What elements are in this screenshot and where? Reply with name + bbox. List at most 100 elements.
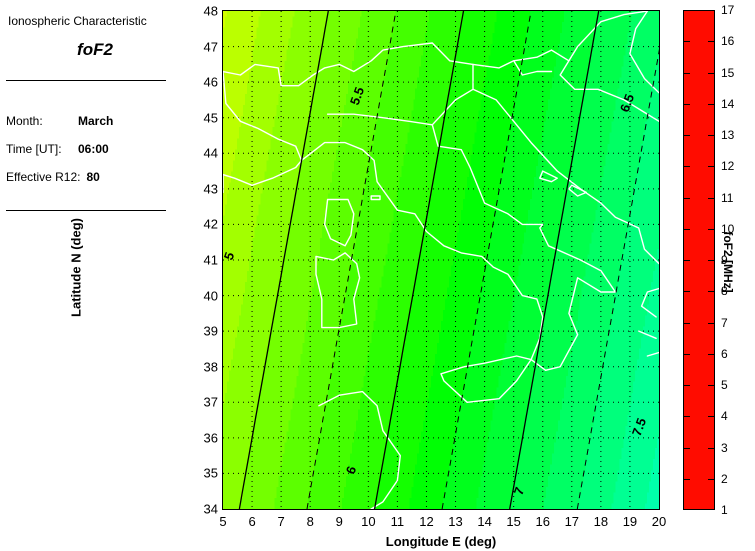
colorbar	[683, 10, 715, 510]
x-tick-label: 10	[361, 514, 376, 529]
x-tick-label: 20	[651, 514, 667, 529]
colorbar-tick-mark	[708, 166, 715, 168]
meta-row-r12: Effective R12: 80	[6, 170, 100, 184]
contour-5	[238, 11, 329, 509]
colorbar-tick-mark	[683, 385, 690, 386]
plot-canvas	[223, 11, 659, 509]
y-axis-ticks: 34 35 36 37 38 39 40 41 42 43 44 45 46 47 48	[178, 0, 218, 551]
colorbar-tick-mark	[708, 291, 715, 293]
colorbar-tick-mark	[683, 103, 690, 105]
colorbar-tick-label: 1	[721, 503, 728, 517]
meta-label-time: Time [UT]:	[6, 142, 62, 156]
x-tick-label: 18	[593, 514, 609, 529]
y-tick-label: 40	[203, 288, 218, 304]
panel-title-fof2: foF2	[77, 40, 113, 59]
colorbar-tick-mark	[708, 447, 715, 449]
y-tick-label: 44	[203, 145, 218, 161]
x-tick-label: 9	[335, 514, 343, 529]
colorbar-tick-mark	[683, 41, 690, 43]
y-tick-label: 45	[203, 110, 218, 126]
y-tick-label: 48	[203, 3, 218, 19]
x-tick-label: 13	[448, 514, 463, 529]
colorbar-tick-mark	[683, 135, 690, 136]
x-tick-label: 12	[419, 514, 434, 529]
x-tick-label: 14	[477, 514, 492, 529]
coastline-overlay	[223, 11, 659, 509]
y-tick-label: 36	[203, 430, 218, 446]
colorbar-tick-mark	[683, 478, 690, 480]
colorbar-tick-label: 17	[721, 3, 735, 17]
y-tick-label: 34	[203, 501, 218, 517]
meta-value-time: 06:00	[78, 142, 109, 156]
y-tick-label: 42	[203, 216, 218, 232]
x-tick-label: 17	[564, 514, 580, 529]
contour-7	[509, 11, 600, 509]
colorbar-tick-mark	[683, 353, 690, 355]
colorbar-tick-mark	[708, 72, 715, 74]
colorbar-tick-label: 16	[721, 34, 735, 49]
colorbar-tick-mark	[708, 228, 715, 230]
y-tick-label: 38	[203, 359, 218, 375]
colorbar-tick-mark	[683, 228, 690, 230]
y-tick-label: 35	[203, 465, 218, 481]
x-tick-label: 19	[622, 514, 638, 529]
panel-title-characteristic: Ionospheric Characteristic	[8, 14, 147, 28]
colorbar-tick-label: 13	[721, 128, 735, 142]
contour-6	[373, 11, 465, 509]
meta-value-month: March	[78, 114, 114, 128]
colorbar-tick-mark	[708, 103, 715, 105]
colorbar-tick-mark	[708, 135, 715, 136]
x-tick-label: 6	[248, 514, 256, 529]
colorbar-tick-mark	[708, 353, 715, 355]
contour-lines	[238, 11, 659, 509]
colorbar-title: foF2 [MHz]	[721, 231, 735, 293]
colorbar-tick-mark	[708, 322, 715, 324]
colorbar-tick-label: 2	[721, 471, 728, 486]
colorbar-tick-mark	[683, 322, 690, 324]
colorbar-tick-mark	[708, 385, 715, 386]
y-tick-label: 37	[203, 394, 218, 410]
meta-row-time: Time [UT]: 06:00	[6, 142, 109, 156]
colorbar-tick-label: 11	[721, 190, 734, 205]
grid-lines	[223, 11, 659, 509]
colorbar-tick-mark	[683, 447, 690, 449]
colorbar-tick-label: 6	[721, 346, 728, 361]
plot-area	[222, 10, 660, 510]
y-axis-title: Latitude N (deg)	[68, 218, 84, 317]
colorbar-tick-label: 15	[721, 65, 735, 80]
meta-row-month: Month: March	[6, 114, 113, 128]
colorbar-tick-mark	[708, 416, 715, 418]
y-tick-label: 43	[203, 181, 218, 197]
contour-6.5	[441, 11, 532, 509]
colorbar-tick-label: 5	[721, 378, 728, 392]
colorbar-tick-label: 14	[721, 96, 735, 111]
meta-label-r12: Effective R12:	[6, 170, 81, 184]
colorbar-tick-mark	[708, 478, 715, 480]
colorbar-tick-label: 12	[721, 159, 735, 174]
info-panel: Ionospheric Characteristic foF2 Month: Ma…	[0, 0, 190, 230]
colorbar-tick-mark	[683, 291, 690, 293]
meta-label-month: Month:	[6, 114, 43, 128]
colorbar-tick-mark	[708, 260, 715, 261]
y-tick-label: 46	[203, 74, 218, 90]
x-tick-label: 5	[219, 514, 227, 529]
colorbar-tick-label: 4	[721, 409, 728, 424]
colorbar-tick-label: 10	[721, 221, 735, 236]
x-tick-label: 15	[506, 514, 521, 529]
x-tick-label: 8	[306, 514, 314, 529]
colorbar-tick-mark	[708, 41, 715, 43]
meta-value-r12: 80	[86, 170, 100, 184]
x-axis-title: Longitude E (deg)	[385, 534, 497, 549]
colorbar-tick-mark	[708, 197, 715, 199]
contour-5.5	[306, 11, 397, 509]
y-tick-label: 47	[203, 39, 218, 55]
contour-7.5	[576, 48, 659, 509]
colorbar-tick-mark	[683, 416, 690, 418]
colorbar-tick-mark	[683, 166, 690, 168]
colorbar-tick-label: 3	[721, 440, 728, 455]
divider-bottom	[6, 210, 166, 211]
colorbar-tick-label: 7	[721, 315, 728, 330]
x-tick-label: 7	[277, 514, 285, 529]
x-tick-label: 16	[535, 514, 550, 529]
y-tick-label: 39	[203, 323, 218, 339]
